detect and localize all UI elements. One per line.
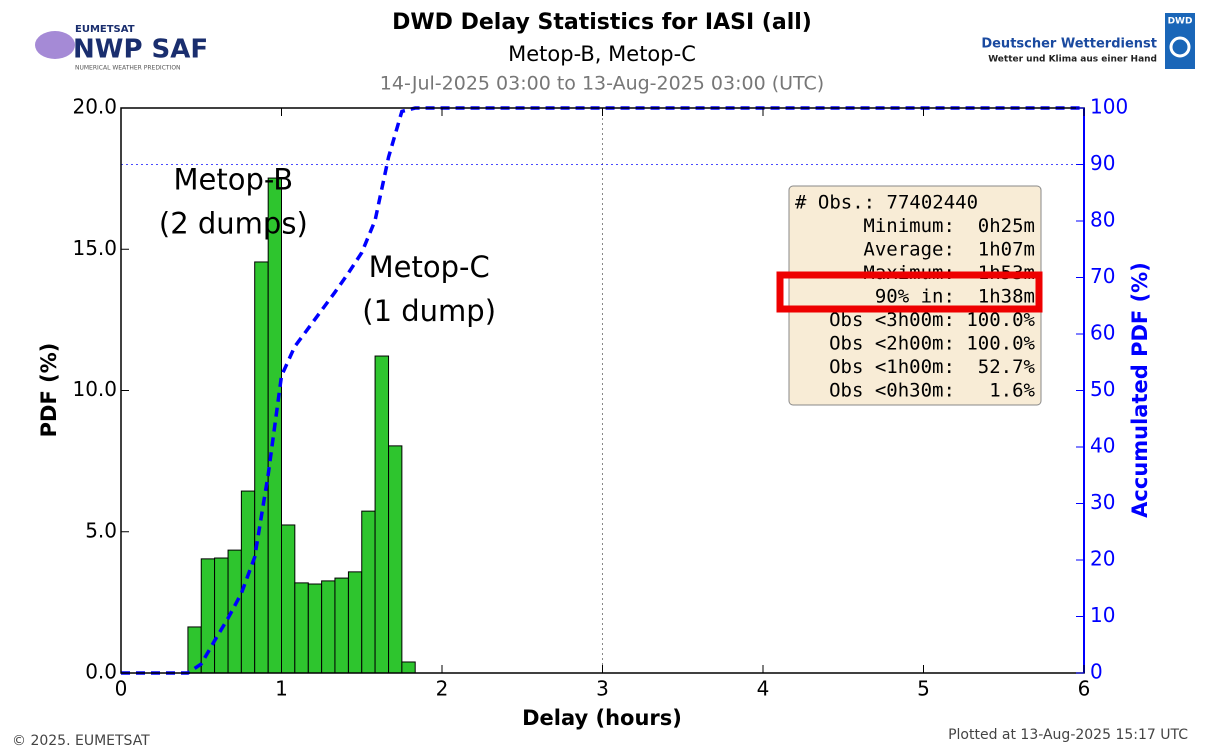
bar bbox=[347, 571, 363, 674]
annotation: (2 dumps) bbox=[159, 206, 308, 240]
logo-name: NWP SAF bbox=[73, 35, 208, 65]
bar bbox=[361, 510, 376, 674]
y2-tick-label: 70 bbox=[1090, 264, 1115, 288]
x-tick-label: 2 bbox=[436, 677, 449, 701]
bar bbox=[294, 582, 309, 674]
x-tick-label: 4 bbox=[757, 677, 770, 701]
y-tick-label: 20.0 bbox=[72, 95, 117, 119]
chart-title: DWD Delay Statistics for IASI (all) bbox=[392, 10, 812, 35]
y-tick-label: 5.0 bbox=[85, 518, 117, 542]
logo-swirl bbox=[35, 31, 75, 59]
stats-line: Obs <3h00m: 100.0% bbox=[829, 309, 1035, 331]
y-axis-label: PDF (%) bbox=[37, 343, 61, 438]
y2-tick-label: 30 bbox=[1090, 490, 1115, 514]
bar bbox=[374, 355, 390, 674]
y2-tick-label: 80 bbox=[1090, 208, 1115, 232]
stats-line: Average: 1h07m bbox=[863, 239, 1035, 261]
cumulative-line bbox=[121, 106, 1084, 675]
dwd-badge-text: DWD bbox=[1168, 17, 1193, 27]
y2-tick-label: 50 bbox=[1090, 377, 1115, 401]
y2-tick-label: 40 bbox=[1090, 434, 1115, 458]
stats-line: Obs <2h00m: 100.0% bbox=[829, 333, 1035, 355]
dwd-badge bbox=[1165, 13, 1195, 69]
bar bbox=[281, 524, 296, 674]
x-tick-label: 3 bbox=[596, 677, 609, 701]
y2-tick-label: 90 bbox=[1090, 151, 1115, 175]
chart-subtitle: Metop-B, Metop-C bbox=[508, 42, 696, 66]
logo-org: EUMETSAT bbox=[75, 24, 135, 35]
dwd-swirl bbox=[1169, 36, 1191, 58]
bar bbox=[214, 557, 229, 674]
annotation: Metop-C bbox=[369, 250, 490, 284]
bar bbox=[388, 445, 403, 674]
y2-tick-label: 60 bbox=[1090, 321, 1115, 345]
x-axis-label: Delay (hours) bbox=[522, 706, 682, 730]
bar bbox=[334, 577, 349, 674]
y2-tick-label: 20 bbox=[1090, 547, 1115, 571]
chart-period: 14-Jul-2025 03:00 to 13-Aug-2025 03:00 (… bbox=[380, 73, 824, 95]
y2-axis-label: Accumulated PDF (%) bbox=[1128, 262, 1152, 518]
y-tick-label: 10.0 bbox=[72, 377, 117, 401]
x-tick-label: 0 bbox=[115, 677, 128, 701]
stats-line: 90% in: 1h38m bbox=[875, 286, 1035, 308]
logo-tagline: NUMERICAL WEATHER PREDICTION bbox=[75, 65, 181, 72]
dwd-name: Deutscher Wetterdienst bbox=[981, 37, 1157, 52]
y2-tick-label: 10 bbox=[1090, 603, 1115, 627]
bar bbox=[307, 583, 323, 674]
dwd-tagline: Wetter und Klima aus einer Hand bbox=[988, 55, 1157, 65]
bar bbox=[401, 661, 416, 674]
x-tick-label: 1 bbox=[275, 677, 288, 701]
stats-line: Obs <1h00m: 52.7% bbox=[829, 356, 1035, 378]
y2-tick-label: 0 bbox=[1090, 660, 1103, 684]
stats-line: # Obs.: 77402440 bbox=[795, 192, 978, 214]
x-tick-label: 6 bbox=[1078, 677, 1091, 701]
annotation: (1 dump) bbox=[362, 294, 496, 328]
stats-highlight bbox=[776, 271, 1043, 313]
x-tick-label: 5 bbox=[917, 677, 930, 701]
bar bbox=[254, 261, 269, 674]
copyright: © 2025. EUMETSAT bbox=[12, 733, 150, 748]
y-tick-label: 15.0 bbox=[72, 236, 117, 260]
y-tick-label: 0.0 bbox=[85, 660, 117, 684]
plotted-at: Plotted at 13-Aug-2025 15:17 UTC bbox=[948, 727, 1188, 743]
y2-tick-label: 100 bbox=[1090, 95, 1128, 119]
stats-line: Obs <0h30m: 1.6% bbox=[829, 380, 1035, 402]
bar bbox=[321, 580, 336, 674]
stats-line: Minimum: 0h25m bbox=[863, 215, 1035, 237]
bar bbox=[240, 490, 256, 674]
annotation: Metop-B bbox=[173, 162, 293, 196]
